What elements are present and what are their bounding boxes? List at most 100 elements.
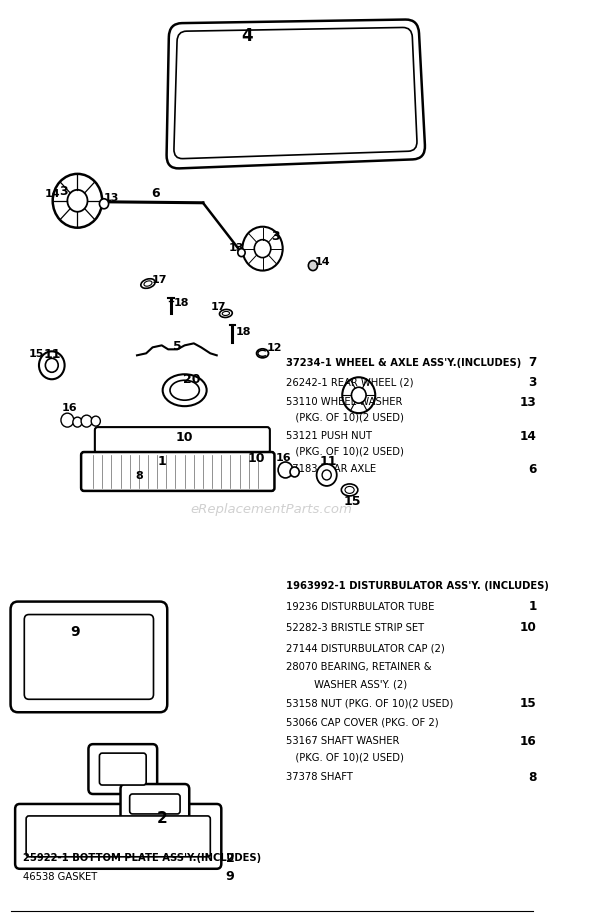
FancyBboxPatch shape — [130, 794, 180, 814]
Text: 53066 CAP COVER (PKG. OF 2): 53066 CAP COVER (PKG. OF 2) — [286, 718, 439, 728]
PathPatch shape — [174, 28, 417, 159]
Text: 13: 13 — [228, 243, 244, 252]
Text: WASHER ASS'Y. (2): WASHER ASS'Y. (2) — [286, 679, 408, 689]
Text: 6: 6 — [528, 463, 537, 476]
Circle shape — [278, 462, 293, 478]
Text: 28070 BEARING, RETAINER &: 28070 BEARING, RETAINER & — [286, 663, 432, 673]
Text: 16: 16 — [276, 453, 291, 463]
Text: 1963992-1 DISTURBULATOR ASS'Y. (INCLUDES): 1963992-1 DISTURBULATOR ASS'Y. (INCLUDES… — [286, 581, 549, 591]
Text: 8: 8 — [135, 471, 143, 481]
Ellipse shape — [257, 349, 268, 358]
Circle shape — [290, 467, 299, 477]
Text: 7: 7 — [528, 356, 537, 369]
Text: 10: 10 — [247, 452, 265, 465]
Text: 17: 17 — [211, 302, 227, 312]
Text: 11: 11 — [320, 456, 337, 468]
Text: 16: 16 — [61, 403, 77, 413]
PathPatch shape — [166, 19, 425, 168]
Ellipse shape — [342, 484, 358, 496]
Ellipse shape — [141, 279, 155, 288]
Text: 18: 18 — [173, 298, 189, 309]
Text: 9: 9 — [70, 626, 80, 639]
Text: 6: 6 — [151, 188, 160, 201]
Text: 53121 PUSH NUT: 53121 PUSH NUT — [286, 432, 372, 441]
Text: (PKG. OF 10)(2 USED): (PKG. OF 10)(2 USED) — [286, 753, 404, 762]
Text: 17: 17 — [152, 274, 168, 285]
Text: eReplacementParts.com: eReplacementParts.com — [191, 504, 353, 517]
Text: 10: 10 — [176, 431, 194, 444]
Ellipse shape — [222, 311, 230, 315]
Text: 37378 SHAFT: 37378 SHAFT — [286, 772, 353, 782]
Text: 37234-1 WHEEL & AXLE ASS'Y.(INCLUDES): 37234-1 WHEEL & AXLE ASS'Y.(INCLUDES) — [286, 358, 522, 368]
Text: 13: 13 — [520, 395, 537, 408]
Circle shape — [317, 464, 337, 486]
Ellipse shape — [219, 310, 232, 318]
Text: 13: 13 — [104, 193, 119, 202]
Text: 20: 20 — [183, 372, 201, 385]
Text: 14: 14 — [314, 257, 330, 267]
Ellipse shape — [163, 374, 206, 407]
Circle shape — [100, 199, 109, 209]
Circle shape — [242, 226, 283, 271]
FancyBboxPatch shape — [120, 784, 189, 824]
Circle shape — [352, 387, 366, 403]
Text: 37183 REAR AXLE: 37183 REAR AXLE — [286, 465, 376, 474]
Ellipse shape — [170, 381, 199, 400]
Circle shape — [238, 249, 245, 257]
Circle shape — [61, 413, 74, 427]
Text: 15: 15 — [520, 697, 537, 710]
Text: 14: 14 — [520, 430, 537, 443]
Text: 3: 3 — [60, 186, 68, 199]
Text: 2: 2 — [226, 852, 235, 865]
FancyBboxPatch shape — [88, 744, 157, 794]
FancyBboxPatch shape — [26, 816, 210, 857]
Text: 4: 4 — [241, 28, 253, 45]
Circle shape — [81, 415, 92, 427]
Text: 11: 11 — [44, 347, 61, 361]
Text: 53158 NUT (PKG. OF 10)(2 USED): 53158 NUT (PKG. OF 10)(2 USED) — [286, 699, 454, 709]
Text: 25922-1 BOTTOM PLATE ASS'Y.(INCLUDES): 25922-1 BOTTOM PLATE ASS'Y.(INCLUDES) — [23, 853, 261, 863]
Circle shape — [322, 470, 331, 480]
Text: 15: 15 — [28, 349, 44, 359]
Text: 26242-1 REAR WHEEL (2): 26242-1 REAR WHEEL (2) — [286, 378, 414, 388]
FancyBboxPatch shape — [15, 804, 221, 869]
Text: 8: 8 — [528, 771, 537, 784]
Text: (PKG. OF 10)(2 USED): (PKG. OF 10)(2 USED) — [286, 447, 404, 456]
Text: 9: 9 — [226, 870, 235, 883]
Circle shape — [53, 174, 102, 227]
FancyBboxPatch shape — [24, 614, 153, 699]
Circle shape — [309, 261, 317, 271]
Ellipse shape — [144, 281, 152, 286]
Circle shape — [254, 239, 271, 258]
Circle shape — [342, 377, 375, 413]
Text: 3: 3 — [528, 376, 537, 389]
Text: 5: 5 — [173, 340, 182, 353]
Text: 14: 14 — [45, 188, 61, 199]
FancyBboxPatch shape — [11, 602, 167, 712]
Text: 12: 12 — [267, 344, 282, 353]
Text: 19236 DISTURBULATOR TUBE: 19236 DISTURBULATOR TUBE — [286, 602, 435, 612]
Text: (PKG. OF 10)(2 USED): (PKG. OF 10)(2 USED) — [286, 413, 404, 423]
Circle shape — [45, 359, 58, 372]
Text: 1: 1 — [528, 600, 537, 614]
Text: 52282-3 BRISTLE STRIP SET: 52282-3 BRISTLE STRIP SET — [286, 623, 424, 633]
Circle shape — [39, 351, 65, 379]
Text: 18: 18 — [235, 327, 251, 337]
Circle shape — [67, 189, 87, 212]
Text: 2: 2 — [156, 811, 167, 826]
Text: 16: 16 — [520, 735, 537, 748]
Text: 10: 10 — [520, 621, 537, 634]
Text: 46538 GASKET: 46538 GASKET — [23, 871, 97, 881]
FancyBboxPatch shape — [81, 452, 274, 491]
Text: 15: 15 — [343, 495, 361, 508]
Ellipse shape — [345, 486, 354, 493]
Text: 3: 3 — [271, 230, 280, 243]
FancyBboxPatch shape — [95, 427, 270, 453]
FancyBboxPatch shape — [100, 753, 146, 785]
Text: 53110 WHEEL WASHER: 53110 WHEEL WASHER — [286, 397, 402, 407]
Text: 53167 SHAFT WASHER: 53167 SHAFT WASHER — [286, 736, 399, 747]
Circle shape — [73, 417, 82, 427]
Text: 1: 1 — [158, 456, 166, 468]
Text: 27144 DISTURBULATOR CAP (2): 27144 DISTURBULATOR CAP (2) — [286, 643, 445, 653]
Circle shape — [91, 416, 100, 426]
